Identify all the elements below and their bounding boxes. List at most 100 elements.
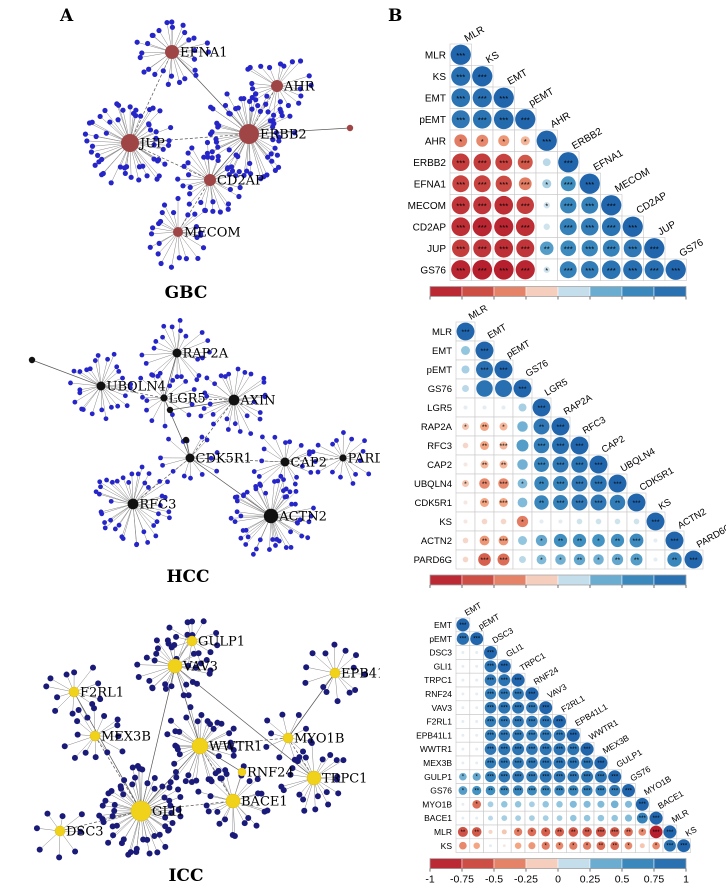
leaf-node: [170, 412, 175, 418]
corr-circle: [452, 175, 470, 193]
leaf-node: [165, 142, 172, 148]
leaf-node: [103, 416, 109, 422]
corr-circle: [526, 757, 538, 769]
significance-stars: ***: [557, 481, 565, 488]
leaf-node: [230, 725, 237, 732]
significance-stars: ***: [478, 201, 487, 210]
leaf-node: [89, 143, 96, 149]
leaf-node: [157, 478, 163, 484]
significance-stars: **: [474, 788, 479, 794]
leaf-node: [115, 102, 122, 108]
leaf-node: [194, 377, 200, 383]
corr-circle: [518, 177, 532, 191]
significance-stars: ***: [650, 266, 659, 275]
leaf-node: [214, 642, 221, 649]
colorbar-tick: 0: [555, 874, 561, 886]
network-edge: [132, 481, 168, 505]
corr-circle: [526, 715, 538, 728]
significance-stars: ***: [542, 775, 550, 781]
leaf-node: [207, 649, 214, 656]
leaf-node: [151, 345, 157, 351]
leaf-node: [162, 161, 168, 167]
leaf-node: [185, 772, 192, 779]
leaf-node: [162, 814, 169, 821]
corr-circle: [539, 756, 552, 769]
significance-stars: ***: [487, 761, 495, 767]
leaf-node: [237, 429, 243, 434]
leaf-node: [341, 430, 346, 435]
significance-stars: ***: [487, 719, 495, 725]
leaf-node: [140, 836, 147, 843]
significance-stars: ***: [671, 266, 680, 275]
leaf-node: [97, 113, 103, 120]
hub-node: [173, 227, 183, 237]
corr-circle: [463, 519, 468, 524]
leaf-node: [210, 106, 216, 112]
leaf-node: [323, 689, 330, 696]
leaf-node: [232, 421, 238, 427]
leaf-node: [156, 27, 162, 34]
corr-circle: [498, 674, 511, 687]
leaf-node: [144, 407, 149, 413]
network-edge: [91, 385, 102, 414]
leaf-node: [325, 801, 332, 808]
colorbar-segment: [621, 858, 655, 869]
network-edge: [160, 231, 179, 264]
leaf-node: [169, 820, 176, 827]
leaf-node: [276, 138, 282, 144]
leaf-node: [264, 172, 270, 178]
corr-circle: [596, 841, 606, 851]
leaf-node: [353, 652, 360, 659]
significance-stars: ***: [633, 500, 641, 507]
network-edge: [312, 451, 344, 459]
leaf-node: [301, 807, 308, 814]
significance-stars: ***: [557, 424, 565, 431]
significance-stars: ***: [607, 244, 616, 253]
leaf-node: [202, 390, 208, 396]
corr-circle: [622, 216, 643, 237]
leaf-node: [134, 542, 139, 548]
leaf-node: [175, 195, 181, 202]
network-edge: [163, 397, 190, 416]
colorbar-tick: 0.5: [615, 874, 630, 886]
corr-circle: [476, 361, 493, 378]
corr-circle: [608, 474, 627, 493]
network-edge: [284, 461, 311, 473]
heatmap-row-label: MLR: [434, 827, 452, 837]
hub-label: CAP2: [291, 456, 327, 471]
network-edge: [177, 231, 199, 259]
corr-circle: [512, 715, 524, 728]
significance-stars: ***: [499, 115, 508, 124]
corr-circle: [602, 239, 620, 257]
network-link: [209, 133, 250, 181]
leaf-node: [176, 255, 182, 261]
corr-circle: [567, 743, 580, 756]
leaf-node: [95, 680, 102, 687]
network-edge: [200, 399, 235, 417]
heatmap-row-label: CD2AP: [413, 222, 447, 233]
significance-stars: ***: [528, 733, 536, 739]
hub-node: [121, 134, 139, 152]
leaf-node: [148, 231, 155, 237]
leaf-node: [293, 489, 299, 494]
network-link: [31, 359, 102, 387]
corr-circle: [494, 195, 514, 215]
leaf-node: [165, 826, 172, 833]
heatmap-row-label: GLI1: [434, 661, 453, 671]
network-edge: [317, 457, 344, 473]
colorbar-segment: [429, 574, 463, 586]
leaf-node: [151, 156, 157, 162]
leaf-node: [54, 694, 61, 701]
significance-stars: ***: [585, 201, 594, 210]
hub-label: AXIN: [239, 394, 275, 409]
corr-circle: [462, 442, 469, 449]
significance-stars: ***: [576, 481, 584, 488]
heatmap-diag-label: MLR: [463, 25, 487, 45]
hub-label: ACTN2: [278, 510, 327, 525]
leaf-node: [227, 186, 233, 193]
leaf-node: [330, 441, 335, 447]
leaf-node: [124, 403, 130, 409]
significance-stars: *: [521, 481, 524, 488]
leaf-node: [181, 163, 187, 169]
leaf-node: [272, 479, 277, 484]
